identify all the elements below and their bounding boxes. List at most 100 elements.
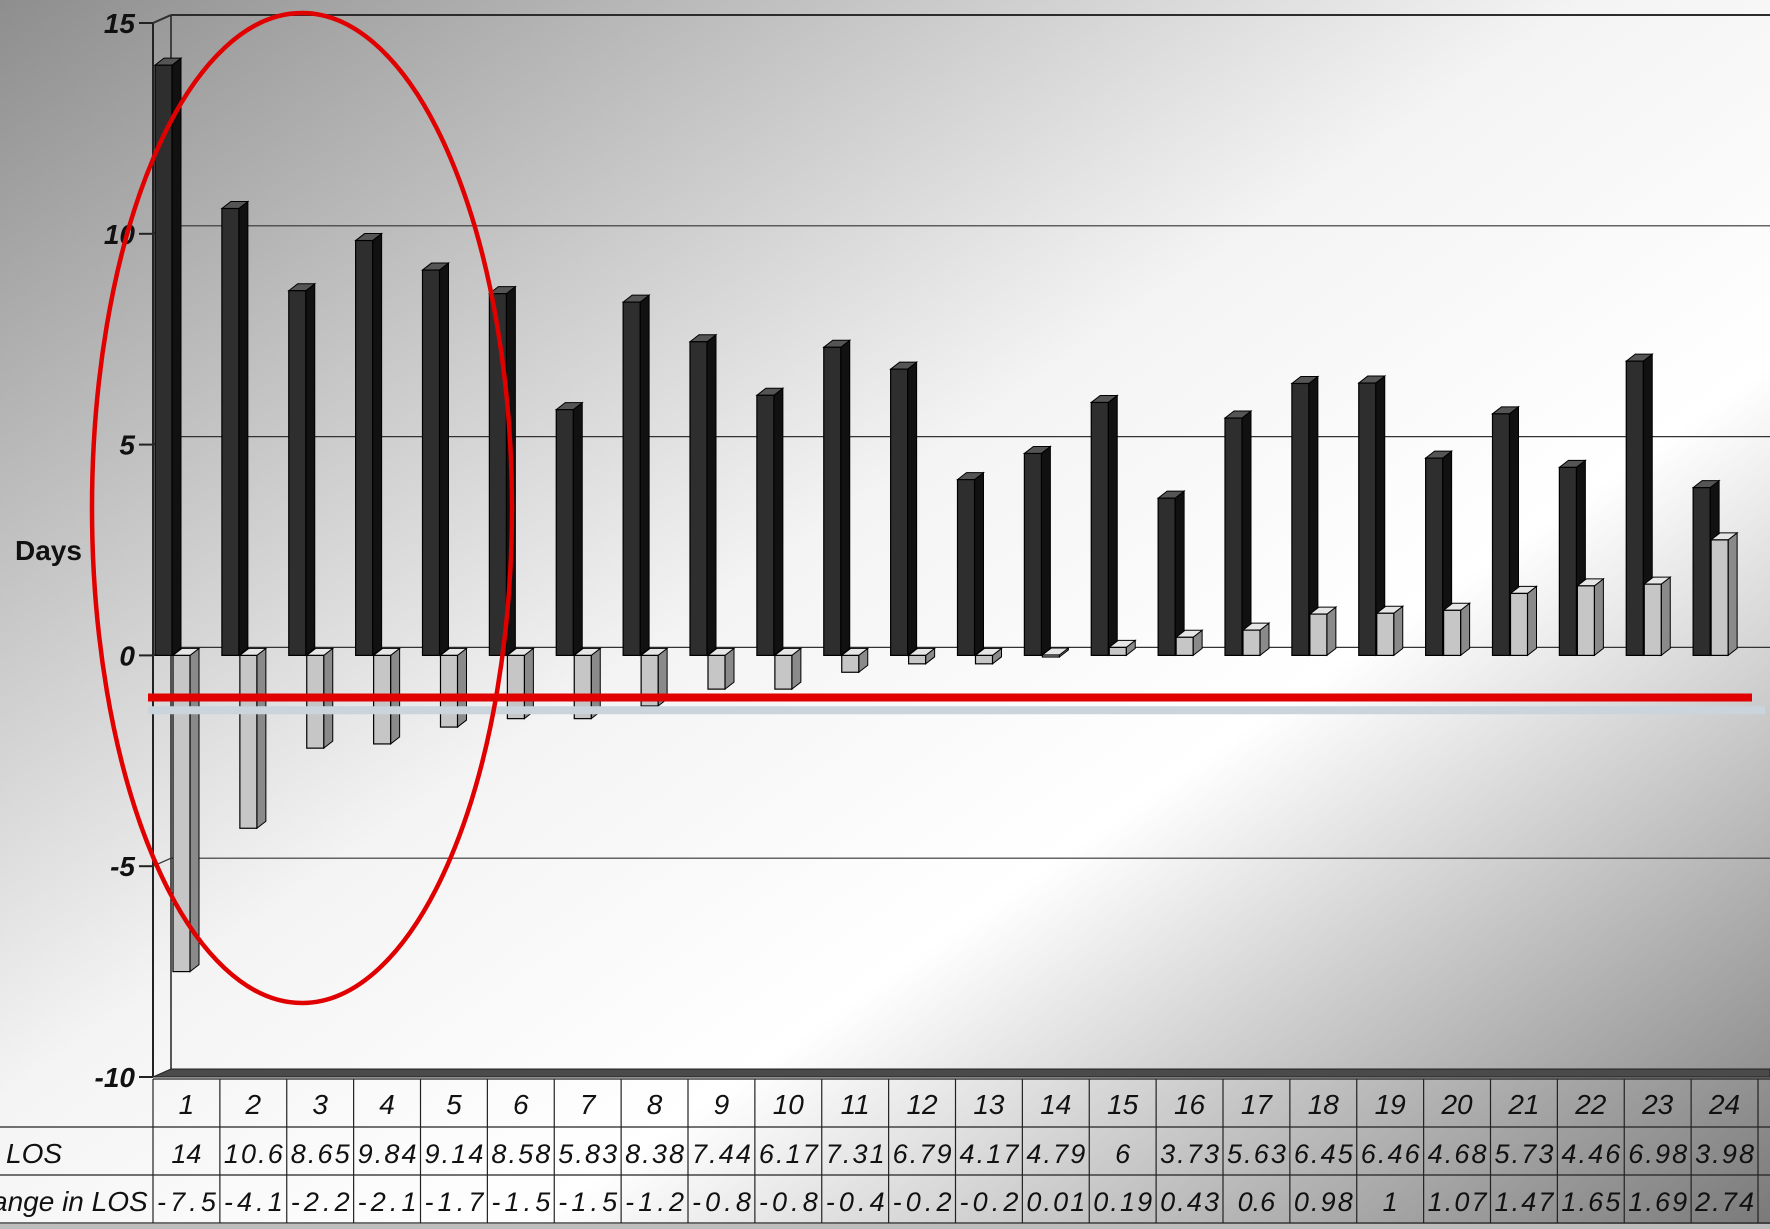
bar-series2-cat-21 [1509, 585, 1538, 657]
bar-front-face [439, 654, 459, 728]
table-row-label: l LOS [0, 1138, 62, 1169]
bar-front-face [1358, 382, 1377, 656]
table-cell: 14 [171, 1139, 201, 1169]
bar-side-face [572, 401, 583, 657]
bar-series2-cat-19 [1375, 605, 1405, 657]
bar-side-face [372, 232, 383, 657]
bar-side-face [305, 282, 316, 657]
bar-series1-cat-8 [621, 294, 651, 657]
x-tick-label: 13 [973, 1089, 1005, 1120]
bar-series2-cat-22 [1575, 577, 1605, 657]
bar-front-face [689, 341, 708, 657]
bar-series2-cat-9 [706, 647, 736, 691]
x-tick-label: 8 [647, 1089, 663, 1120]
bar-series2-cat-10 [773, 647, 803, 691]
x-tick-label: 21 [1507, 1089, 1539, 1120]
bar-series1-cat-11 [822, 339, 852, 657]
bar-series2-cat-2 [238, 647, 268, 830]
table-cell: 4.46 [1561, 1139, 1621, 1169]
x-tick-label: 4 [379, 1089, 395, 1120]
bar-side-face [974, 471, 984, 657]
table-cell: 10.6 [224, 1139, 284, 1169]
table-cell: 1.07 [1428, 1187, 1488, 1217]
bar-side-face [439, 262, 449, 657]
bar-front-face [974, 654, 994, 665]
bar-series2-cat-24 [1709, 531, 1739, 657]
bar-side-face [1593, 577, 1604, 657]
table-cell: 0.01 [1026, 1187, 1085, 1217]
bar-side-face [1107, 394, 1118, 657]
bar-front-face [421, 269, 441, 656]
bar-series2-cat-20 [1442, 602, 1472, 657]
bar-front-face [1309, 613, 1328, 656]
bar-side-face [907, 361, 918, 657]
table-cell: 2.74 [1694, 1187, 1754, 1217]
chart-floor [152, 1068, 1770, 1078]
bar-side-face [1460, 602, 1471, 657]
bar-front-face [239, 654, 258, 829]
bar-side-face [840, 339, 851, 657]
bar-series1-cat-1 [153, 57, 183, 657]
bar-side-face [1393, 605, 1404, 657]
x-tick-label: 14 [1040, 1089, 1071, 1120]
table-cell: 6.45 [1294, 1139, 1354, 1169]
x-tick-label: 9 [714, 1089, 730, 1120]
table-cell: 7.31 [826, 1139, 885, 1169]
table-cell: 4.68 [1428, 1139, 1487, 1169]
table-cell: 1 [1383, 1187, 1398, 1217]
bar-front-face [956, 478, 976, 657]
x-tick-label: 22 [1574, 1089, 1607, 1120]
x-tick-label: 2 [245, 1089, 262, 1120]
x-tick-label: 12 [906, 1089, 938, 1120]
bar-front-face [823, 346, 842, 656]
bar-front-face [1224, 417, 1243, 657]
bar-side-face [1660, 576, 1671, 657]
bar-side-face [171, 57, 182, 657]
bar-front-face [1576, 585, 1595, 657]
bar-front-face [1242, 629, 1261, 657]
table-cell: 9.14 [425, 1139, 484, 1169]
table-cell: 6.98 [1628, 1139, 1687, 1169]
bar-front-face [1710, 539, 1729, 656]
bar-front-face [1041, 654, 1060, 658]
x-tick-label: 3 [312, 1089, 328, 1120]
bar-front-face [306, 654, 325, 749]
x-tick-label: 18 [1308, 1089, 1340, 1120]
bar-series1-cat-13 [956, 471, 985, 657]
bar-series1-cat-5 [421, 262, 450, 657]
bar-front-face [622, 301, 641, 657]
x-tick-label: 11 [841, 1089, 870, 1120]
bar-series1-cat-18 [1290, 375, 1320, 657]
bar-side-face [256, 647, 267, 830]
bar-series2-cat-11 [840, 647, 870, 674]
bar-series2-cat-16 [1174, 629, 1204, 657]
x-tick-label: 6 [513, 1089, 529, 1120]
x-tick-label: 1 [179, 1089, 195, 1120]
bar-series1-cat-20 [1424, 450, 1454, 657]
bar-series2-cat-17 [1241, 622, 1271, 657]
bar-front-face [1425, 457, 1444, 656]
bar-front-face [221, 207, 240, 656]
table-cell: 6.46 [1361, 1139, 1421, 1169]
bar-front-face [573, 654, 592, 720]
bar-front-face [488, 293, 507, 656]
y-axis-title: Days [15, 535, 82, 566]
bar-side-face [1527, 585, 1537, 657]
table-cell: 1.47 [1495, 1187, 1555, 1217]
bar-front-face [774, 654, 793, 690]
bar-front-face [1376, 612, 1395, 656]
bar-front-face [1509, 592, 1529, 657]
bar-series1-cat-16 [1156, 490, 1186, 657]
table-cell: 1.65 [1561, 1187, 1621, 1217]
bar-front-face [640, 654, 659, 707]
bar-side-face [1174, 490, 1185, 657]
bar-side-face [238, 200, 249, 657]
y-tick-label: -5 [110, 851, 135, 882]
table-cell: 0.19 [1093, 1187, 1152, 1217]
bar-side-face [1040, 445, 1051, 657]
bar-series1-cat-7 [554, 401, 584, 657]
x-tick-label: 16 [1174, 1089, 1206, 1120]
bar-front-face [1157, 497, 1176, 656]
bar-front-face [1625, 360, 1644, 656]
bar-series1-cat-12 [889, 361, 919, 657]
